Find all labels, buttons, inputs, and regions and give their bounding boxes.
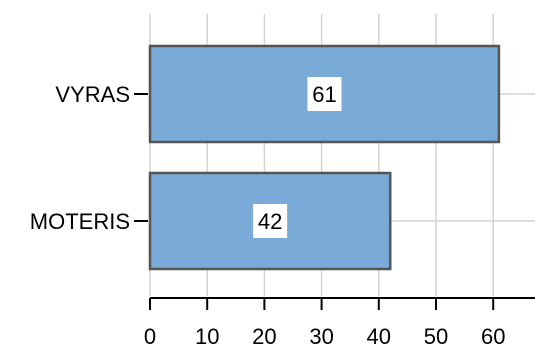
axes [134,93,535,310]
x-tick-label-20: 20 [252,324,276,349]
x-tick-label-0: 0 [144,324,156,349]
data-label-vyras: 61 [312,82,336,107]
data-label-moteris: 42 [258,209,282,234]
bar-vyras [148,44,501,144]
data-label-bg-vyras [307,77,342,111]
x-tick-label-30: 30 [309,324,333,349]
data-label-bg-moteris [253,204,288,238]
x-tick-label-10: 10 [195,324,219,349]
labels: 0 10 20 30 40 50 60 VYRAS 61 MOTERIS 42 [30,77,505,349]
x-tick-label-60: 60 [481,324,505,349]
category-label-moteris: MOTERIS [30,209,130,234]
category-label-vyras: VYRAS [55,82,130,107]
x-tick-label-40: 40 [367,324,391,349]
x-tick-label-50: 50 [424,324,448,349]
